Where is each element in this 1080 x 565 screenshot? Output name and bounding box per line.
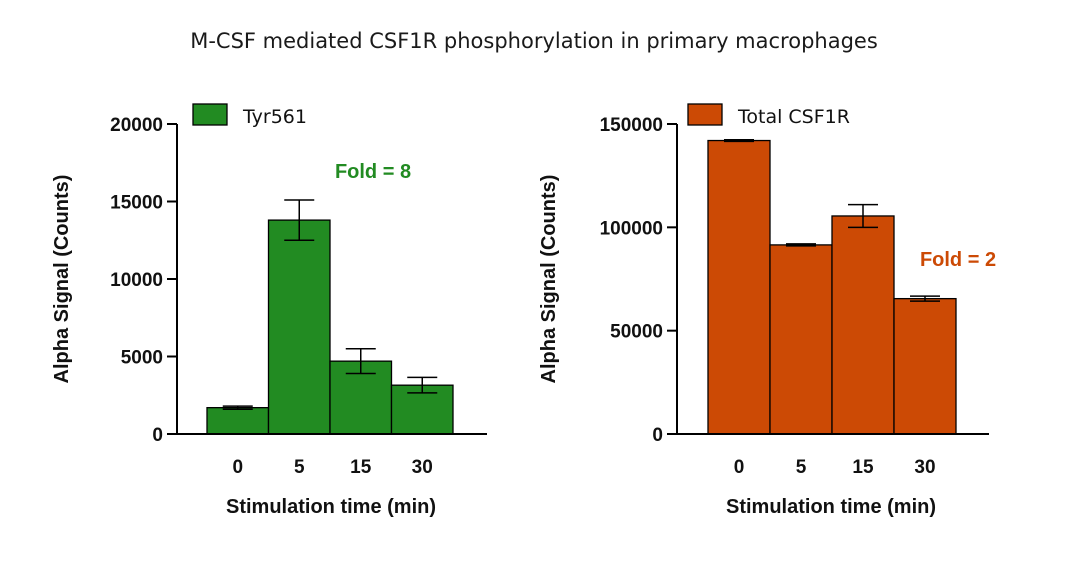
legend-label: Tyr561 (242, 106, 307, 128)
y-tick-label-0: 0 (652, 425, 663, 446)
legend-swatch (687, 103, 723, 126)
bar-5 (267, 219, 331, 435)
y-tick-label-50000: 50000 (610, 322, 663, 343)
y-tick-label-5000: 5000 (121, 348, 163, 369)
fold-annotation: Fold = 8 (335, 161, 411, 183)
tyr561-chart: 0 5 15 30 0 5000 10000 15000 20000 Stimulation ti… (51, 103, 487, 518)
x-tick-label-30: 30 (412, 457, 433, 478)
x-tick-label-5: 5 (294, 457, 305, 478)
legend-label: Total CSF1R (737, 106, 850, 128)
x-axis-label: Stimulation time (min) (226, 496, 436, 518)
y-axis-label: Alpha Signal (Counts) (538, 175, 560, 384)
y-axis-label: Alpha Signal (Counts) (51, 175, 73, 384)
y-tick-label-15000: 15000 (110, 193, 163, 214)
figure-title: M-CSF mediated CSF1R phosphorylation in … (190, 29, 878, 53)
bar-5 (769, 244, 833, 435)
y-tick-label-0: 0 (152, 425, 163, 446)
y-tick-label-20000: 20000 (110, 115, 163, 136)
legend-swatch (192, 103, 228, 126)
x-tick-label-30: 30 (914, 457, 935, 478)
y-tick-label-100000: 100000 (600, 218, 663, 239)
x-axis-label: Stimulation time (min) (726, 496, 936, 518)
bar-0 (206, 406, 270, 435)
bar-30 (893, 297, 957, 435)
bar-0 (707, 139, 771, 435)
fold-annotation: Fold = 2 (920, 249, 996, 271)
y-tick-label-10000: 10000 (110, 270, 163, 291)
bar-15 (831, 215, 895, 435)
x-tick-label-5: 5 (796, 457, 807, 478)
total-csf1r-chart: 0 5 15 30 0 50000 100000 150000 Stimulation time… (538, 103, 996, 518)
x-tick-label-15: 15 (350, 457, 372, 478)
x-tick-label-0: 0 (734, 457, 745, 478)
y-tick-label-150000: 150000 (600, 115, 663, 136)
x-tick-label-0: 0 (232, 457, 243, 478)
x-tick-label-15: 15 (852, 457, 874, 478)
